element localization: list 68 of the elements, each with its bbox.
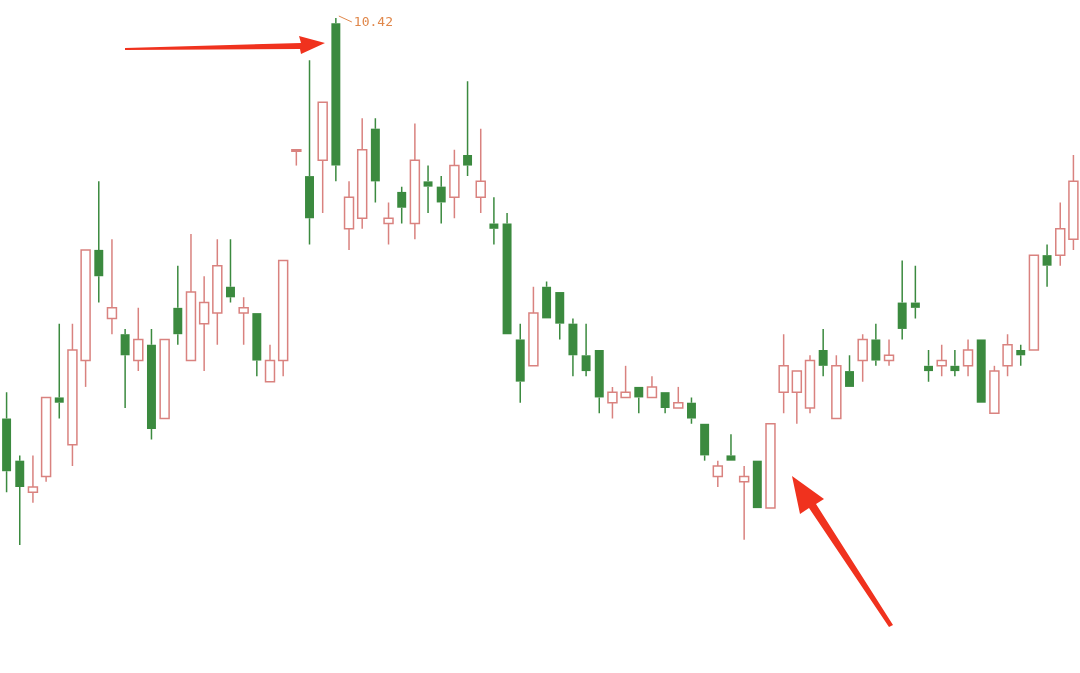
candlestick	[133, 307, 144, 372]
candlestick	[950, 349, 960, 378]
candlestick	[924, 349, 934, 383]
candlestick	[317, 101, 328, 214]
candlestick	[15, 454, 25, 546]
candlestick	[660, 392, 670, 414]
candlestick	[54, 322, 64, 420]
candlestick	[581, 322, 591, 378]
candlestick	[449, 149, 460, 220]
candlestick	[555, 292, 565, 341]
candlestick	[1002, 333, 1013, 378]
candlestick	[383, 201, 394, 246]
candlestick	[370, 117, 380, 204]
candlestick	[646, 375, 658, 399]
candlestick	[962, 338, 974, 378]
candlestick	[67, 322, 78, 467]
candlestick	[778, 333, 789, 414]
candlestick	[94, 180, 104, 304]
candlestick	[515, 322, 525, 404]
candlestick	[27, 454, 39, 504]
candlestick	[620, 365, 631, 399]
candlestick	[607, 386, 618, 420]
candlestick	[897, 259, 907, 341]
candlestick	[436, 175, 446, 225]
candlestick	[475, 127, 486, 214]
candlestick	[238, 296, 249, 346]
candlestick	[106, 238, 118, 335]
candlestick	[1042, 243, 1052, 288]
candlestick	[791, 370, 803, 425]
candlestick	[2, 391, 12, 494]
candlestick	[356, 117, 368, 230]
candlestick	[528, 286, 539, 367]
candlestick	[397, 185, 407, 225]
candlestick	[910, 264, 920, 320]
candlestick	[226, 238, 235, 304]
candlestick	[726, 433, 736, 461]
candlestick	[212, 238, 223, 346]
candlestick	[198, 275, 210, 372]
candlestick	[80, 249, 91, 388]
candlestick	[712, 459, 724, 488]
candlestick	[857, 333, 868, 383]
candlestick	[738, 465, 750, 541]
annotation: 10.42	[353, 14, 393, 30]
candlestick	[331, 17, 341, 183]
candlestick	[502, 212, 512, 335]
candlestick	[146, 328, 156, 441]
candlestick	[277, 259, 289, 378]
candlestick	[489, 196, 499, 246]
candlestick	[40, 396, 52, 483]
candlestick	[634, 386, 644, 414]
candlestick	[883, 338, 895, 367]
candlestick	[264, 343, 276, 383]
candlestick	[305, 59, 314, 246]
candlestick	[173, 264, 183, 346]
candlestick	[185, 233, 197, 362]
candlestick	[871, 322, 881, 367]
candlestick	[120, 328, 130, 409]
candlestick	[1055, 201, 1066, 267]
candlestick	[818, 328, 828, 378]
candlestick	[936, 343, 947, 378]
candlestick	[1068, 154, 1079, 251]
candlestick	[409, 122, 421, 241]
candlestick	[252, 313, 262, 378]
candlestick	[804, 354, 816, 414]
candlestick	[463, 80, 473, 177]
candlestick	[423, 164, 433, 214]
candlestick	[568, 317, 578, 378]
candlestick	[343, 180, 355, 251]
